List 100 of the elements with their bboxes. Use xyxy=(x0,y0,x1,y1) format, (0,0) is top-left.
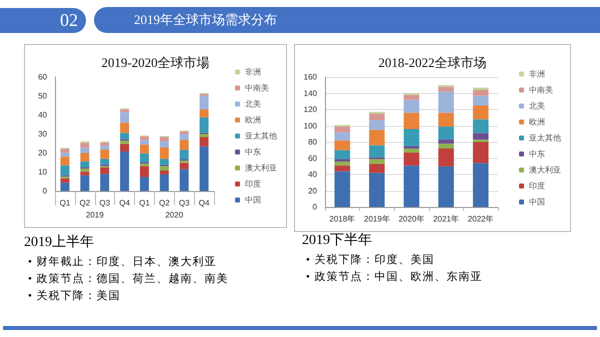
legend-label: 欧洲 xyxy=(529,118,545,126)
bar xyxy=(100,174,110,191)
chart-title: 2019-2020全球市場 xyxy=(101,55,210,70)
legend-label: 中东 xyxy=(245,148,261,156)
legend-label: 印度 xyxy=(245,180,261,188)
bar xyxy=(140,140,149,145)
y-tick-label: 80 xyxy=(308,138,318,146)
text: • 关税下降：美国 xyxy=(28,288,122,304)
legend-label: 中东 xyxy=(529,150,545,158)
y-tick-label: 40 xyxy=(308,170,318,179)
bar xyxy=(472,133,488,140)
x-tick-label: 2018年 xyxy=(329,214,356,224)
x-tick-label: 2019年 xyxy=(364,214,390,224)
bar xyxy=(369,145,385,158)
bar xyxy=(120,151,130,191)
y-tick-label: 100 xyxy=(304,121,318,130)
bar xyxy=(438,166,454,207)
legend-label: 澳大利亚 xyxy=(245,164,277,172)
legend-label: 非洲 xyxy=(245,68,261,76)
bar xyxy=(120,140,130,144)
bar xyxy=(100,142,110,146)
y-tick-label: 10 xyxy=(38,168,48,176)
bar xyxy=(334,166,350,172)
bar xyxy=(438,126,454,140)
bar xyxy=(60,165,70,176)
bar xyxy=(438,112,454,127)
bar xyxy=(160,137,169,142)
bar xyxy=(438,148,454,166)
bar xyxy=(120,144,130,152)
bar xyxy=(200,146,209,191)
bar xyxy=(60,156,70,166)
bar xyxy=(180,169,189,191)
bar xyxy=(369,120,385,130)
bar xyxy=(100,167,110,174)
x-tick-label: Q2 xyxy=(79,198,91,208)
bar xyxy=(80,168,90,172)
text: 2019下半年 xyxy=(302,232,373,249)
bar xyxy=(160,166,169,170)
bar xyxy=(334,140,350,150)
bar xyxy=(472,105,488,120)
bar xyxy=(200,134,209,138)
bar xyxy=(140,153,149,162)
text: 2019 xyxy=(86,210,104,220)
bar xyxy=(140,176,149,191)
y-tick-label: 30 xyxy=(38,130,48,138)
legend-label: 中国 xyxy=(245,196,261,204)
legend-label: 亚太其他 xyxy=(529,134,561,142)
bar xyxy=(200,137,209,146)
bar xyxy=(404,152,420,166)
text: 2019上半年 xyxy=(24,234,95,251)
bar xyxy=(80,142,90,148)
bar xyxy=(160,147,169,159)
x-tick-label: Q1 xyxy=(139,198,150,208)
chart-title: 2018-2022全球市场 xyxy=(378,55,487,70)
legend-label: 印度 xyxy=(529,182,545,190)
bar xyxy=(60,149,70,153)
bar xyxy=(120,109,130,112)
legend-label: 亚太其他 xyxy=(245,132,277,140)
legend-label: 北美 xyxy=(245,100,261,108)
bar xyxy=(60,178,70,183)
bar xyxy=(140,164,149,166)
x-tick-label: 2021年 xyxy=(433,214,459,224)
bar xyxy=(369,172,385,207)
y-tick-label: 20 xyxy=(38,148,48,158)
bar xyxy=(334,162,350,166)
bar xyxy=(200,96,209,110)
x-tick-label: Q4 xyxy=(198,198,210,208)
bar xyxy=(60,152,70,157)
bar xyxy=(80,175,90,191)
bar xyxy=(180,134,189,140)
bar xyxy=(404,94,420,100)
x-tick-label: 2020年 xyxy=(398,214,424,224)
bar xyxy=(334,171,350,207)
bar xyxy=(80,153,90,162)
text: • 关税下降：印度、美国 xyxy=(306,252,436,268)
text: • 财年截止：印度、日本、澳大利亚 xyxy=(28,254,218,270)
text: 2019年全球市场需求分布 xyxy=(94,7,600,33)
bar xyxy=(100,150,110,159)
text: 02 xyxy=(0,8,86,32)
legend-label: 北美 xyxy=(529,102,545,110)
bar xyxy=(404,100,420,113)
y-tick-label: 60 xyxy=(38,72,48,82)
bar xyxy=(120,112,130,123)
bar xyxy=(438,144,454,148)
bar xyxy=(120,132,130,140)
bar xyxy=(160,170,169,174)
y-tick-label: 160 xyxy=(304,72,318,82)
x-tick-label: Q3 xyxy=(178,198,190,208)
bar xyxy=(472,119,488,134)
bar xyxy=(438,86,454,92)
bar xyxy=(334,132,350,140)
y-tick-label: 60 xyxy=(308,154,318,163)
legend-label: 非洲 xyxy=(529,70,545,78)
bar xyxy=(438,92,454,113)
bar xyxy=(60,182,70,191)
bar xyxy=(404,112,420,129)
legend-label: 澳大利亚 xyxy=(529,166,561,174)
x-tick-label: Q1 xyxy=(60,198,71,208)
bar xyxy=(472,96,488,106)
bar xyxy=(80,161,90,168)
